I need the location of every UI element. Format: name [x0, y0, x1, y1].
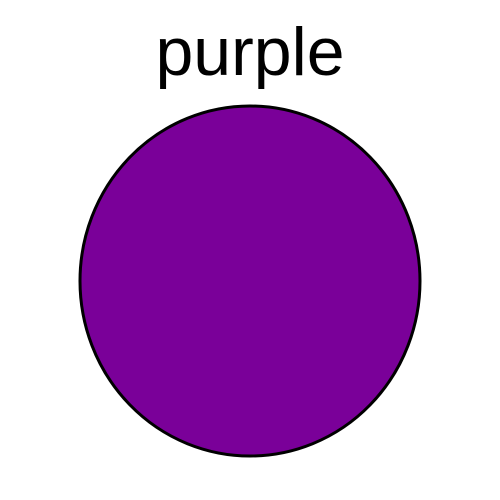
color-name-label: purple	[155, 14, 345, 90]
color-swatch-circle	[78, 104, 422, 458]
